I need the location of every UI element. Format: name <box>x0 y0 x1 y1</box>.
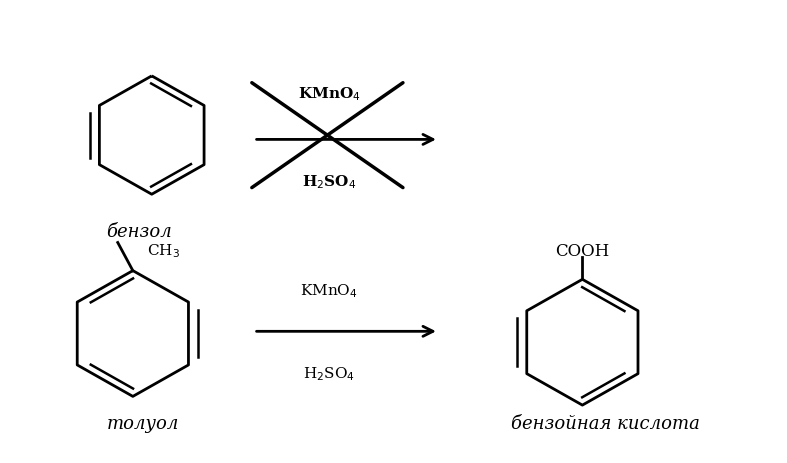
Text: KMnO$_4$: KMnO$_4$ <box>298 86 360 103</box>
Text: бензойная кислота: бензойная кислота <box>511 414 700 432</box>
Text: COOH: COOH <box>556 243 609 260</box>
Text: CH$_3$: CH$_3$ <box>146 242 179 260</box>
Text: H$_2$SO$_4$: H$_2$SO$_4$ <box>302 173 357 190</box>
Text: KMnO$_4$: KMnO$_4$ <box>301 282 358 299</box>
Text: бензол: бензол <box>106 223 172 240</box>
Text: H$_2$SO$_4$: H$_2$SO$_4$ <box>303 364 355 382</box>
Text: толуол: толуол <box>106 414 179 432</box>
